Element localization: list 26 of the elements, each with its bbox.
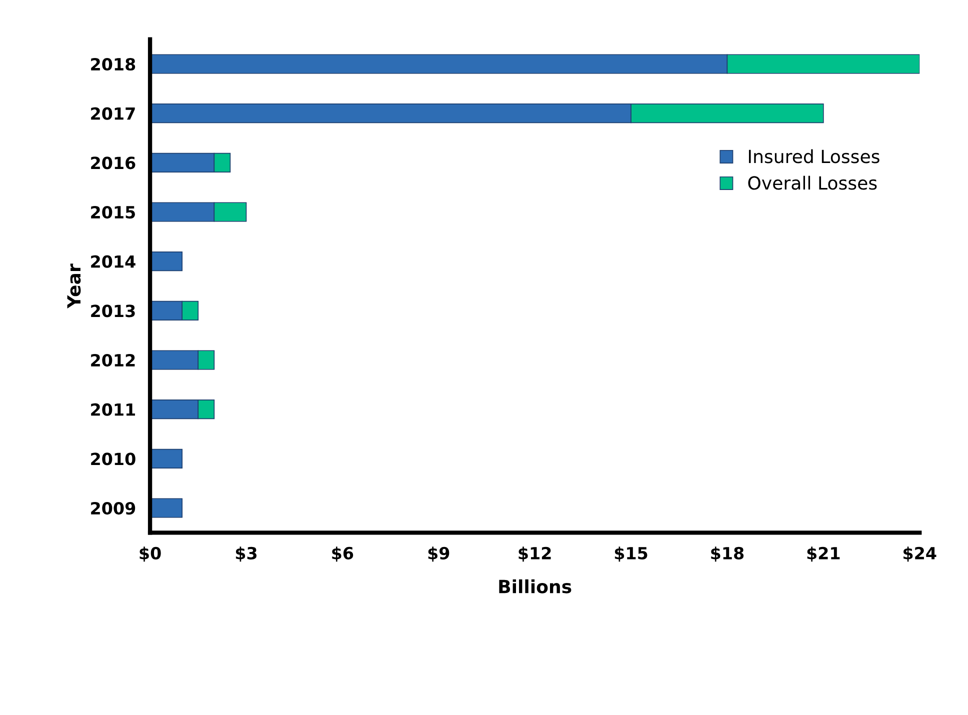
bar [150,252,183,272]
x-axis-title: Billions [499,579,572,594]
x-tick-label: $0 [140,546,161,562]
bar [150,498,183,518]
y-tick-label: 2013 [91,304,135,318]
bar [150,448,183,468]
y-tick-label: 2017 [91,107,135,120]
x-tick-label: $3 [236,546,257,562]
x-tick-label: $21 [807,546,840,562]
y-tick-label: 2014 [91,255,136,268]
x-tick-label: $12 [518,546,551,562]
y-tick-label: 2010 [91,452,136,466]
legend-label: Overall Losses [748,176,877,190]
y-tick-label: 2018 [91,58,136,71]
y-tick-label: 2015 [91,206,135,219]
legend-label: Insured Losses [748,149,880,164]
y-tick-label: 2012 [91,354,135,367]
y-tick-label: 2016 [91,156,136,170]
y-tick-label: 2011 [91,403,136,416]
x-tick-label: $6 [332,546,354,562]
x-tick-label: $24 [904,546,936,562]
y-axis-title: Year [67,264,81,309]
x-tick-label: $15 [614,546,648,562]
x-tick-label: $9 [428,546,450,562]
x-tick-label: $18 [711,546,744,562]
y-tick-label: 2009 [91,502,136,515]
